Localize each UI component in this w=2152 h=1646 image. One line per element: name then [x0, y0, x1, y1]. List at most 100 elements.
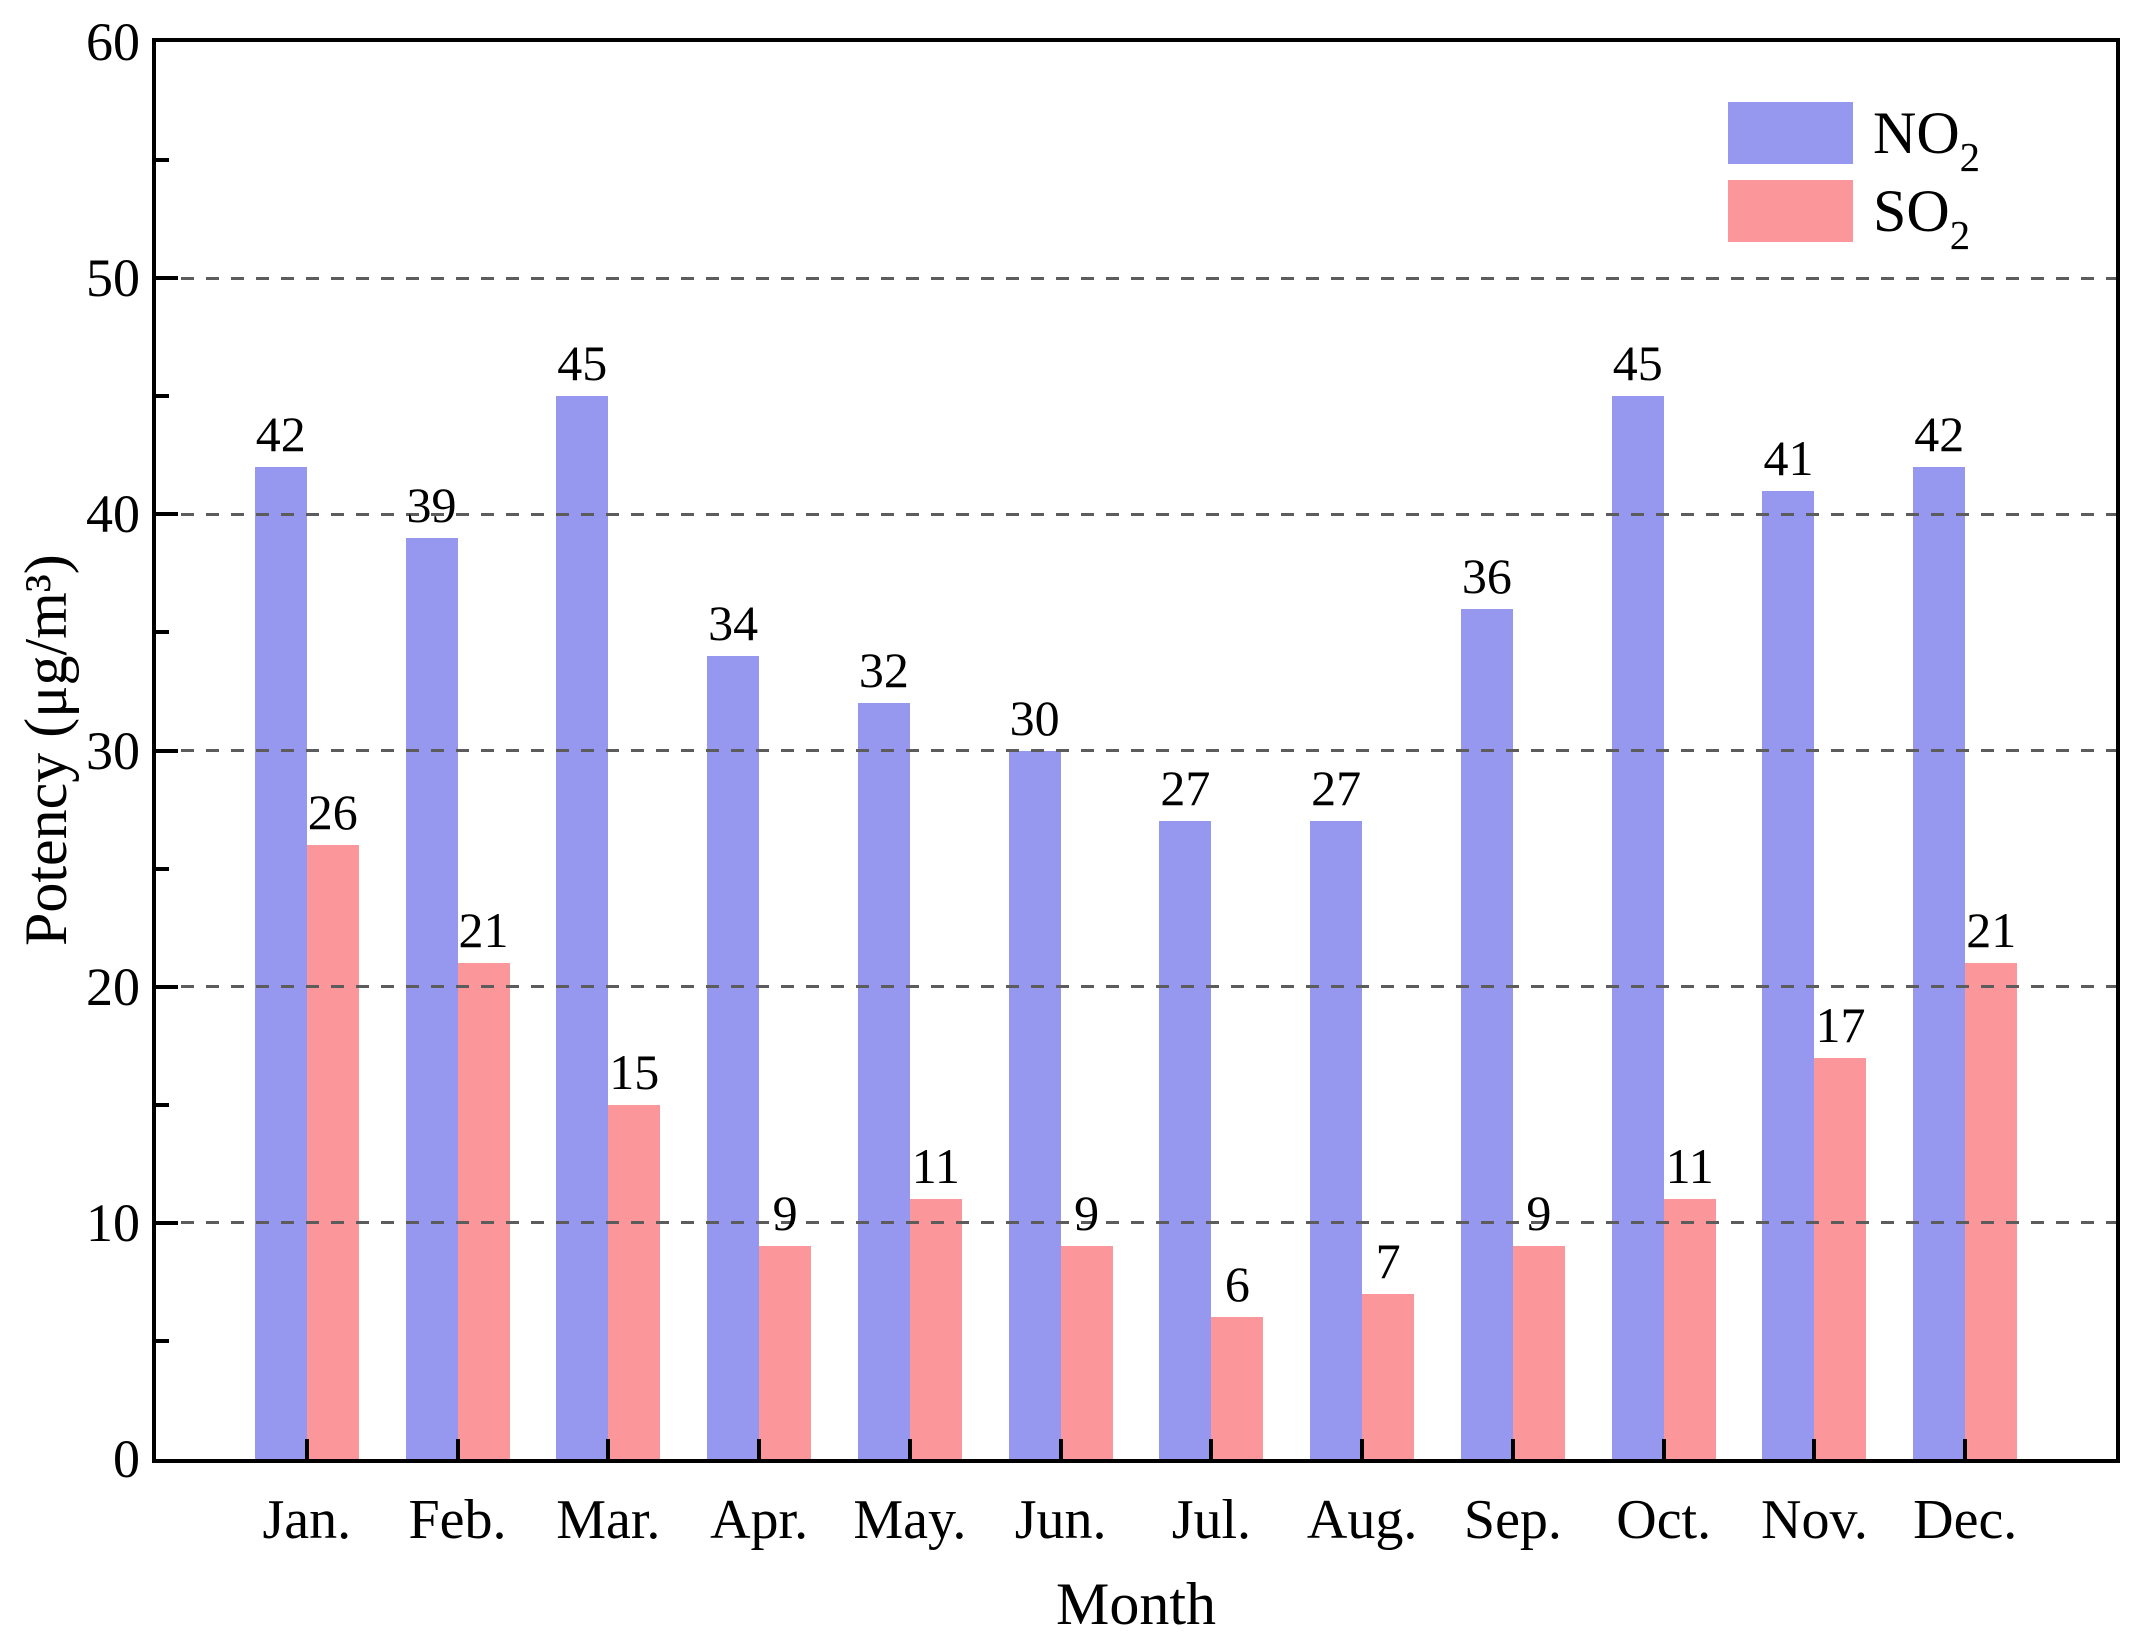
y-tick-label: 30 — [86, 720, 140, 781]
bar-so2-oct — [1663, 1199, 1716, 1459]
x-axis-title: Month — [1055, 1571, 1217, 1637]
bar-value-label: 21 — [458, 902, 509, 959]
bar-value-label: 27 — [1160, 760, 1211, 817]
bar-value-label: 6 — [1224, 1256, 1250, 1313]
bar-so2-aug — [1362, 1293, 1415, 1459]
gridline-y-20 — [156, 985, 2116, 989]
bar-so2-mar — [608, 1104, 661, 1459]
y-tick-minor — [156, 1102, 169, 1107]
x-tick — [757, 1439, 762, 1459]
legend-swatch-so2 — [1728, 180, 1853, 242]
x-tick — [1360, 1439, 1365, 1459]
bar-no2-mar — [556, 396, 609, 1459]
bar-value-label: 15 — [609, 1043, 660, 1100]
bar-so2-apr — [759, 1246, 812, 1459]
x-tick — [1510, 1439, 1515, 1459]
y-tick-minor — [156, 1338, 169, 1343]
bar-value-label: 45 — [1612, 335, 1663, 392]
bar-no2-may — [857, 703, 910, 1459]
bar-no2-jul — [1159, 821, 1212, 1459]
gridline-y-30 — [156, 749, 2116, 752]
legend-item-no2: NO2 — [1728, 100, 1981, 180]
x-tick-label-apr: Apr. — [710, 1489, 809, 1551]
bar-value-label: 9 — [772, 1185, 798, 1242]
bar-value-label: 11 — [1665, 1138, 1714, 1195]
bar-so2-dec — [1965, 963, 2018, 1459]
legend: NO2 SO2 — [1728, 102, 1980, 258]
y-tick-label: 0 — [113, 1429, 140, 1489]
bar-value-label: 7 — [1375, 1232, 1401, 1289]
bar-so2-sep — [1512, 1246, 1565, 1459]
bar-so2-jan — [306, 844, 359, 1459]
y-tick-label: 40 — [86, 484, 140, 545]
bar-no2-jan — [254, 467, 307, 1459]
y-tick-minor — [156, 158, 169, 163]
x-tick-label-may: May. — [853, 1489, 967, 1551]
bar-so2-jul — [1211, 1317, 1264, 1459]
legend-label-so2: SO2 — [1873, 178, 1971, 258]
x-tick-label-oct: Oct. — [1616, 1489, 1712, 1551]
y-tick-label: 60 — [86, 12, 140, 72]
bar-so2-feb — [457, 963, 510, 1459]
gridline-y-10 — [156, 1221, 2116, 1225]
bar-value-label: 9 — [1526, 1185, 1552, 1242]
bar-no2-oct — [1611, 396, 1664, 1459]
x-tick — [907, 1439, 912, 1459]
bar-value-label: 9 — [1074, 1185, 1100, 1242]
bar-value-label: 17 — [1815, 996, 1866, 1053]
y-tick-minor — [156, 394, 169, 399]
y-tick-label: 20 — [86, 956, 140, 1017]
bar-so2-nov — [1814, 1057, 1867, 1459]
y-tick-major — [156, 512, 178, 517]
bar-value-label: 41 — [1763, 429, 1814, 486]
x-tick — [1058, 1439, 1063, 1459]
legend-label-no2: NO2 — [1873, 100, 1981, 180]
bar-value-label: 30 — [1009, 689, 1060, 746]
bar-value-label: 45 — [557, 335, 608, 392]
y-tick-label: 10 — [86, 1192, 140, 1253]
bar-value-label: 39 — [406, 476, 457, 533]
gridline-y-50 — [156, 276, 2116, 280]
bar-value-label: 42 — [255, 406, 306, 463]
y-tick-major — [156, 984, 178, 989]
bar-value-label: 26 — [307, 783, 358, 840]
x-tick-label-sep: Sep. — [1463, 1489, 1562, 1551]
bar-value-label: 21 — [1966, 902, 2017, 959]
y-tick-major — [156, 276, 178, 281]
y-tick-minor — [156, 630, 169, 635]
x-tick-label-aug: Aug. — [1306, 1489, 1418, 1551]
gridline-y-40 — [156, 512, 2116, 516]
x-tick — [455, 1439, 460, 1459]
bar-value-label: 11 — [911, 1138, 960, 1195]
bar-no2-sep — [1460, 608, 1513, 1459]
bar-no2-jun — [1008, 750, 1061, 1459]
bar-no2-apr — [707, 656, 760, 1459]
x-tick — [1812, 1439, 1817, 1459]
x-tick — [606, 1439, 611, 1459]
bar-value-label: 34 — [708, 595, 759, 652]
x-tick-label-feb: Feb. — [408, 1489, 507, 1551]
plot-area: 42 39 45 34 32 30 27 27 36 45 41 42 26 21 15 9 11 9 6 7 9 11 1… — [152, 38, 2120, 1463]
x-tick-label-jun: Jun. — [1014, 1489, 1107, 1551]
x-tick — [304, 1439, 309, 1459]
bar-so2-jun — [1060, 1246, 1113, 1459]
bar-value-label: 27 — [1311, 760, 1362, 817]
x-tick-label-nov: Nov. — [1761, 1489, 1868, 1551]
y-tick-minor — [156, 866, 169, 871]
x-tick — [1209, 1439, 1214, 1459]
x-tick — [1963, 1439, 1968, 1459]
x-tick — [1661, 1439, 1666, 1459]
bar-no2-dec — [1913, 467, 1966, 1459]
bar-no2-nov — [1762, 490, 1815, 1459]
x-tick-label-mar: Mar. — [556, 1489, 661, 1551]
x-tick-label-jan: Jan. — [262, 1489, 352, 1551]
bar-value-label: 32 — [858, 642, 909, 699]
y-tick-label: 50 — [86, 248, 140, 309]
y-tick-major — [156, 748, 178, 753]
bar-value-label: 42 — [1914, 406, 1965, 463]
y-tick-major — [156, 1220, 178, 1225]
legend-item-so2: SO2 — [1728, 178, 1980, 258]
bar-no2-feb — [405, 537, 458, 1459]
bar-no2-aug — [1310, 821, 1363, 1459]
